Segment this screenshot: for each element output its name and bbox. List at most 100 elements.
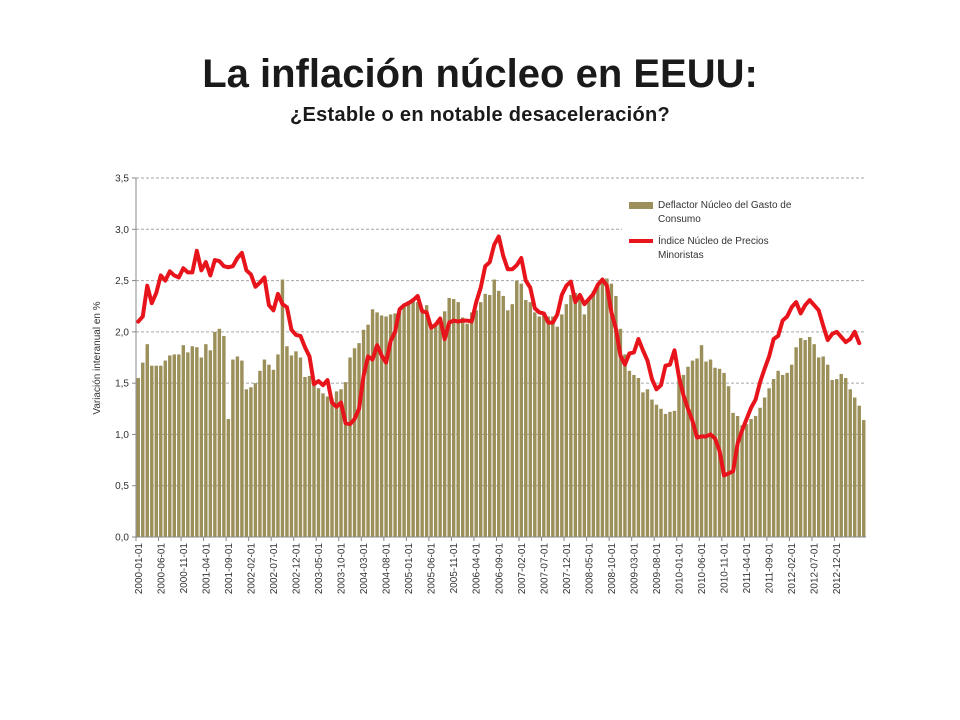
bar xyxy=(699,345,704,537)
bar xyxy=(686,366,690,537)
x-tick-label: 2003-05-01 xyxy=(314,543,325,595)
bar xyxy=(708,359,713,537)
bar xyxy=(501,295,505,537)
bar xyxy=(303,376,307,537)
bar xyxy=(735,415,740,537)
bar xyxy=(339,389,343,537)
bar xyxy=(420,309,424,537)
bar xyxy=(348,357,352,537)
bar xyxy=(343,382,348,537)
bar xyxy=(582,314,587,537)
bar xyxy=(780,374,785,537)
bar xyxy=(672,410,677,537)
bar xyxy=(812,344,816,537)
bar xyxy=(204,344,208,537)
bar xyxy=(312,381,316,537)
bar xyxy=(186,352,190,537)
bar xyxy=(767,388,771,537)
x-tick-label: 2000-06-01 xyxy=(156,543,167,595)
bar xyxy=(470,312,474,537)
x-tick-label: 2009-03-01 xyxy=(629,543,640,595)
bar xyxy=(807,336,812,537)
bar xyxy=(442,311,447,537)
bar xyxy=(803,340,807,537)
bar xyxy=(321,393,325,537)
x-tick-label: 2007-07-01 xyxy=(539,543,550,595)
bar xyxy=(614,295,618,537)
x-tick-label: 2005-06-01 xyxy=(427,543,438,595)
bar xyxy=(172,354,177,537)
bar xyxy=(262,359,267,537)
bar xyxy=(411,301,415,537)
bar xyxy=(406,301,411,537)
x-tick-label: 2003-10-01 xyxy=(337,543,348,595)
x-tick-label: 2002-07-01 xyxy=(269,543,280,595)
x-tick-label: 2001-09-01 xyxy=(224,543,235,595)
bar xyxy=(839,373,843,537)
bar xyxy=(181,345,186,537)
bar xyxy=(438,320,442,537)
bar xyxy=(330,398,334,537)
x-tick-label: 2010-11-01 xyxy=(720,543,731,594)
bar xyxy=(794,347,798,537)
bar xyxy=(510,304,514,537)
bar xyxy=(222,335,226,537)
bar xyxy=(240,360,244,537)
bar xyxy=(474,310,478,537)
bar xyxy=(645,389,650,537)
legend: Deflactor Núcleo del Gasto de Consumo Ín… xyxy=(622,194,864,266)
y-tick-label: 3,0 xyxy=(115,225,129,236)
x-tick-label: 2011-04-01 xyxy=(742,543,753,594)
slide-subtitle: ¿Estable o en notable desaceleración? xyxy=(289,104,671,126)
bar xyxy=(159,365,163,537)
bar xyxy=(605,278,609,537)
bar xyxy=(370,309,375,537)
bar xyxy=(857,405,861,537)
bar xyxy=(564,304,569,537)
bar xyxy=(258,370,262,537)
bar xyxy=(546,316,551,537)
bar xyxy=(150,365,154,537)
bar xyxy=(177,354,181,537)
bar xyxy=(492,279,496,537)
bar xyxy=(199,357,204,537)
bar xyxy=(267,364,271,537)
bar xyxy=(168,355,172,537)
bar xyxy=(636,378,641,537)
x-tick-label: 2007-02-01 xyxy=(517,543,528,595)
bar xyxy=(415,302,420,537)
bar xyxy=(280,279,285,537)
bar xyxy=(623,354,627,537)
bar xyxy=(668,411,672,537)
bar xyxy=(285,346,289,537)
bar xyxy=(681,374,686,537)
bar xyxy=(528,302,532,537)
y-tick-label: 0,5 xyxy=(115,481,129,492)
bar xyxy=(506,310,510,537)
bar xyxy=(451,299,456,537)
bar xyxy=(609,283,614,537)
bar xyxy=(483,293,487,537)
bar xyxy=(388,314,393,537)
bar xyxy=(397,311,402,537)
bar xyxy=(659,408,663,537)
bar xyxy=(627,370,632,537)
x-tick-label: 2006-04-01 xyxy=(472,543,483,595)
bar xyxy=(722,372,726,537)
x-tick-label: 2009-08-01 xyxy=(652,543,663,595)
bar xyxy=(253,383,258,537)
bar xyxy=(447,298,451,537)
bar xyxy=(542,313,546,537)
x-tick-label: 2008-05-01 xyxy=(584,543,595,595)
bar xyxy=(379,315,384,537)
bar xyxy=(749,419,753,537)
bar xyxy=(294,351,298,537)
x-tick-label: 2012-12-01 xyxy=(832,543,843,595)
bar xyxy=(488,294,492,537)
bar xyxy=(830,380,834,537)
y-tick-label: 1,0 xyxy=(115,430,129,441)
x-tick-label: 2001-04-01 xyxy=(201,543,212,595)
bar xyxy=(456,302,460,537)
bar xyxy=(515,280,519,537)
